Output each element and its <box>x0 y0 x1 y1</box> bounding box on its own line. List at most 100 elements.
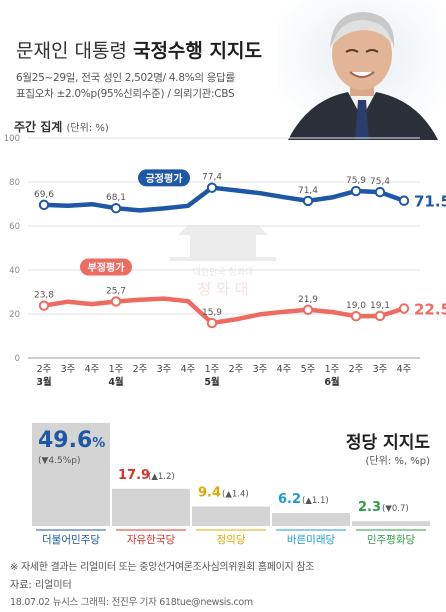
page-title: 문재인 대통령 국정수행 지지도 <box>16 36 262 63</box>
survey-info-line-1: 6월25~29일, 전국 성인 2,502명/ 4.8%의 응답률 <box>16 72 235 84</box>
y-tick-label: 60 <box>9 222 20 232</box>
y-tick-label: 100 <box>4 134 20 144</box>
party-name: 바른미래당 <box>287 534 336 546</box>
x-tick-label: 4주 <box>85 364 100 375</box>
party-bar <box>352 521 430 526</box>
month-label: 4월 <box>108 376 123 388</box>
x-tick-label: 1주 <box>325 364 340 375</box>
data-point <box>206 182 218 193</box>
data-point <box>206 317 218 329</box>
x-tick-label: 3주 <box>373 364 388 375</box>
source: 자료: 리얼미터 <box>10 580 72 591</box>
y-tick-label: 80 <box>9 178 20 188</box>
title-bold: 국정수행 지지도 <box>132 40 262 62</box>
data-label: 21,9 <box>298 295 318 305</box>
x-tick-label: 2주 <box>349 364 364 375</box>
month-label: 6월 <box>324 376 339 388</box>
x-tick-label: 4주 <box>277 364 292 375</box>
data-label: 69,6 <box>34 190 54 200</box>
weekly-title-text: 주간 집계 <box>14 120 63 134</box>
data-label: 19,0 <box>346 301 366 311</box>
data-point <box>398 195 410 206</box>
party-bar <box>112 488 190 526</box>
series-line-0 <box>41 185 407 213</box>
last-value: 22.5 <box>414 301 446 319</box>
title-pre: 문재인 대통령 <box>16 40 133 62</box>
y-tick-label: 0 <box>15 354 20 364</box>
party-value-label: 49.6% <box>38 428 105 453</box>
last-value-label: 71.5% <box>414 193 446 211</box>
data-label: 75,9 <box>346 176 366 186</box>
party-value: 49.6 <box>38 428 92 453</box>
credit: 18.07.02 뉴시스 그래픽: 전진우 기자 618tue@newsis.c… <box>10 597 253 608</box>
data-label: 71,4 <box>298 186 318 196</box>
month-label: 5월 <box>204 376 219 388</box>
party-change: (▲1.1) <box>302 496 329 506</box>
party-change: (▲1.4) <box>222 489 249 499</box>
x-tick-label: 4주 <box>397 364 412 375</box>
party-value-label: 17.9 <box>118 468 150 483</box>
watermark-line-2: 청 와 대 <box>198 280 249 298</box>
data-label: 23,8 <box>34 291 54 301</box>
x-tick-label: 5주 <box>301 364 316 375</box>
watermark: 대한민국 청와대 청 와 대 <box>170 225 276 298</box>
party-bar <box>32 422 110 526</box>
data-label: 15,9 <box>202 308 222 318</box>
weekly-unit: (단위: %) <box>66 123 109 134</box>
x-tick-label: 4주 <box>181 364 196 375</box>
data-label: 25,7 <box>106 286 126 296</box>
approval-line-chart: 대한민국 청와대 청 와 대 0 20 40 60 80 100 69,6 68,1 77,4… <box>4 134 446 388</box>
party-value: 17.9 <box>118 468 150 483</box>
series-name-pill <box>80 258 132 276</box>
y-tick-label: 40 <box>9 266 20 276</box>
data-point <box>374 310 386 322</box>
party-value-label: 9.4 <box>198 485 221 500</box>
x-tick-label: 3주 <box>61 364 76 375</box>
x-tick-label: 1주 <box>205 364 220 375</box>
data-point <box>110 202 122 214</box>
data-label: 68,1 <box>106 193 126 203</box>
party-value-label: 2.3 <box>358 500 381 515</box>
party-change: (▼0.7) <box>382 504 409 514</box>
party-name: 민주평화당 <box>367 534 416 546</box>
party-value: 2.3 <box>358 500 381 515</box>
month-label: 3월 <box>36 376 51 388</box>
data-point <box>110 296 122 307</box>
party-value: 9.4 <box>198 485 221 500</box>
data-point <box>374 186 386 198</box>
data-point <box>38 300 50 311</box>
party-bar <box>192 506 270 526</box>
party-change: (▲1.2) <box>148 472 175 482</box>
y-tick-label: 20 <box>9 310 20 320</box>
data-point <box>350 311 362 322</box>
president-portrait <box>278 0 446 140</box>
data-point <box>350 185 362 197</box>
last-value-label: 22.5% <box>414 301 446 319</box>
x-tick-label: 1주 <box>109 364 124 375</box>
survey-info-line-2: 표집오차 ±2.0%p(95%신뢰수준) / 의뢰기관:CBS <box>16 88 235 100</box>
x-tick-label: 3주 <box>253 364 268 375</box>
party-bar <box>272 513 350 526</box>
party-name: 자유한국당 <box>127 534 176 546</box>
series-name-pill <box>138 169 190 187</box>
x-tick-label: 2주 <box>37 364 52 375</box>
series-name: 부정평가 <box>88 261 126 274</box>
party-chart-title: 정당 지지도 <box>345 433 430 453</box>
last-value: 71.5 <box>414 193 446 211</box>
x-tick-label: 3주 <box>157 364 172 375</box>
party-value-label: 6.2 <box>278 492 301 507</box>
party-change: (▼4.5%p) <box>38 456 81 466</box>
x-tick-label: 2주 <box>133 364 148 375</box>
data-point <box>38 199 50 211</box>
series-line-1 <box>41 296 407 326</box>
data-label: 19,1 <box>370 301 390 311</box>
party-name: 더불어민주당 <box>42 534 100 546</box>
footnote: ※ 자세한 결과는 리얼미터 또는 중앙선거여론조사심의위원회 홈페이지 참조 <box>10 562 315 573</box>
data-label: 77,4 <box>202 173 222 183</box>
party-value: 6.2 <box>278 492 301 507</box>
party-name: 정의당 <box>217 534 246 546</box>
data-point <box>302 304 314 316</box>
data-point <box>302 195 314 207</box>
data-label: 75,4 <box>370 177 390 187</box>
